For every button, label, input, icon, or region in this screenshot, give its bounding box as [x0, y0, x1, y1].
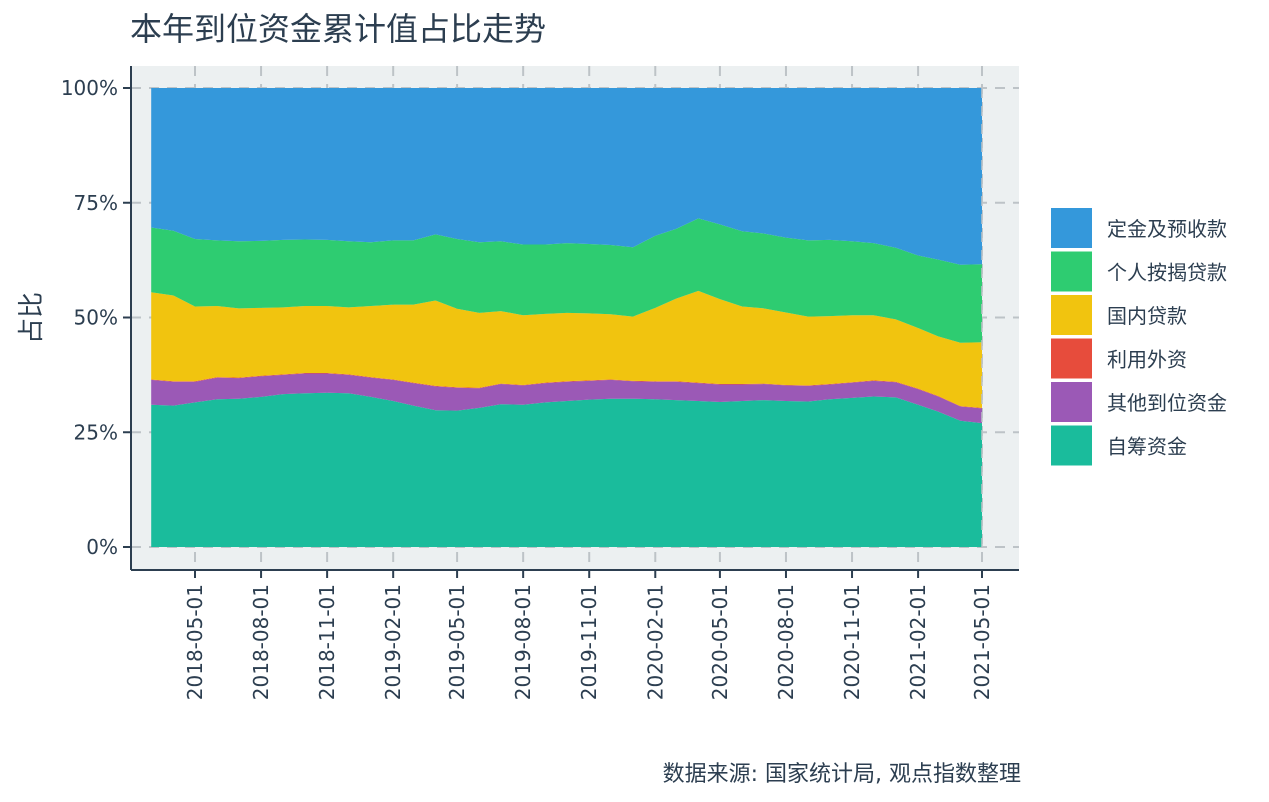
x-tick-label: 2018-08-01: [249, 584, 273, 700]
y-tick-label: 100%: [61, 76, 118, 100]
x-tick-label: 2019-05-01: [445, 584, 469, 700]
y-tick-label: 75%: [74, 191, 118, 215]
y-axis-label: 占比: [17, 292, 47, 344]
area-国内贷款: [151, 290, 982, 408]
x-tick-label: 2021-05-01: [970, 584, 994, 700]
y-axis-ticks: 0% 25% 50% 75% 100%: [61, 76, 131, 559]
area-自筹资金: [151, 392, 982, 547]
legend-swatch: [1051, 425, 1092, 466]
legend-swatch: [1051, 382, 1092, 422]
area-其他到位资金: [151, 373, 982, 424]
area-个人按揭贷款: [151, 218, 982, 343]
x-tick-label: 2020-02-01: [643, 584, 667, 700]
y-tick-label: 25%: [74, 420, 118, 444]
legend-swatch: [1051, 338, 1092, 379]
x-tick-label: 2019-11-01: [577, 584, 601, 700]
area-定金及预收款: [151, 88, 982, 265]
legend-label: 自筹资金: [1107, 435, 1187, 459]
legend-label: 利用外资: [1107, 348, 1187, 372]
y-tick-label: 0%: [86, 535, 118, 559]
x-tick-label: 2020-05-01: [708, 584, 732, 700]
area-series: [151, 88, 982, 547]
legend-swatch: [1051, 295, 1092, 335]
legend-label: 其他到位资金: [1107, 391, 1227, 415]
x-axis-ticks: 2018-05-01 2018-08-01 2018-11-01 2019-02-01…: [183, 570, 994, 700]
legend-swatch: [1051, 208, 1092, 248]
x-tick-label: 2019-02-01: [381, 584, 405, 700]
data-source-caption: 数据来源: 国家统计局, 观点指数整理: [663, 762, 1021, 787]
chart-title: 本年到位资金累计值占比走势: [130, 10, 546, 48]
x-tick-label: 2020-08-01: [774, 584, 798, 700]
x-tick-label: 2018-05-01: [183, 584, 207, 700]
x-tick-label: 2020-11-01: [840, 584, 864, 700]
legend-swatch: [1051, 251, 1092, 292]
x-tick-label: 2021-02-01: [906, 584, 930, 700]
legend-label: 定金及预收款: [1107, 217, 1227, 241]
y-tick-label: 50%: [74, 306, 118, 330]
x-tick-label: 2018-11-01: [315, 584, 339, 700]
legend-label: 个人按揭贷款: [1107, 261, 1227, 285]
legend-label: 国内贷款: [1107, 304, 1187, 328]
x-tick-label: 2019-08-01: [511, 584, 535, 700]
